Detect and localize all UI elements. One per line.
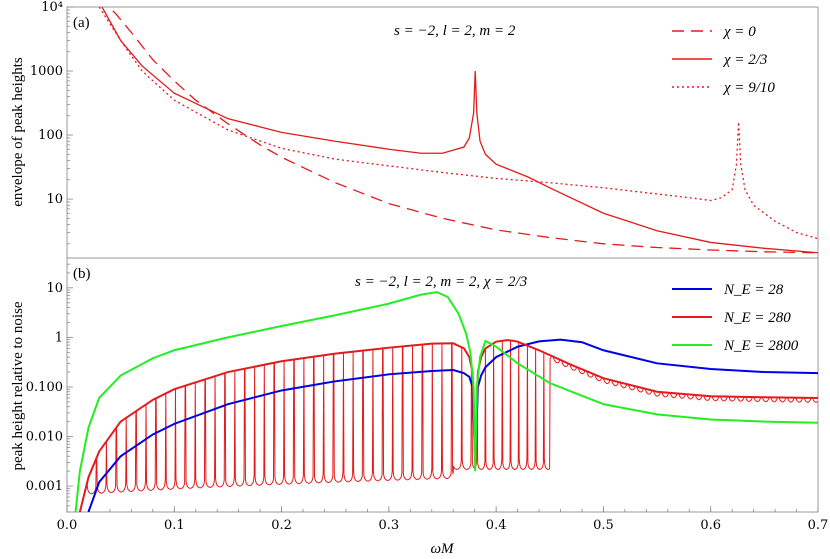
series-line-1	[101, 7, 818, 254]
panel-a-frame	[66, 6, 819, 259]
y-tick-label: 10	[46, 281, 63, 296]
y-tick-label: 1000	[30, 64, 63, 79]
y-tick-label: 10	[46, 192, 63, 207]
x-tick-label: 0.6	[700, 518, 721, 533]
panel-a: 10 100 1000 10⁴ (a) s = −2, l = 2, m = 2 en…	[10, 0, 819, 259]
x-tick-label: 0.7	[808, 518, 829, 533]
series-line-ne280-comb	[79, 340, 818, 512]
panel-b-ylabel: peak height relative to noise	[10, 301, 26, 470]
x-axis-label: ωM	[430, 541, 455, 557]
y-tick-label: 100	[38, 128, 63, 143]
panel-a-ylabel: envelope of peak heights	[10, 57, 26, 207]
x-tick-label: 0.0	[57, 518, 78, 533]
legend-label: χ = 2/3	[722, 52, 767, 68]
y-tick-label: 0.010	[26, 430, 63, 445]
panel-b-frame	[66, 257, 819, 513]
legend-label: N_E = 28	[723, 282, 784, 298]
x-tick-label: 0.5	[593, 518, 614, 533]
series-line-0	[107, 7, 818, 254]
y-tick-label: 0.100	[26, 380, 63, 395]
legend-label: χ = 0	[722, 24, 756, 40]
panel-b: 0.001 0.010 0.100 1 10 0.0 0.1 0.2 0.3 0.4 0.5 0.6 0…	[10, 257, 829, 557]
y-tick-label: 0.001	[26, 479, 63, 494]
legend-label: N_E = 2800	[723, 338, 799, 354]
x-tick-label: 0.1	[164, 518, 185, 533]
panel-b-curves	[74, 291, 818, 512]
panel-a-annotation: s = −2, l = 2, m = 2	[394, 23, 516, 39]
panel-a-legend: χ = 0 χ = 2/3 χ = 9/10	[672, 24, 775, 96]
y-tick-label: 10⁴	[41, 0, 63, 15]
y-tick-label: 1	[55, 330, 63, 345]
series-line-2	[74, 291, 818, 512]
panel-a-label: (a)	[73, 15, 90, 31]
panel-a-ticks: 10 100 1000 10⁴	[30, 0, 73, 245]
panel-b-ticks: 0.001 0.010 0.100 1 10 0.0 0.1 0.2 0.3 0.4 0.5 0.6 0…	[26, 257, 829, 533]
legend-label: N_E = 280	[723, 310, 791, 326]
panel-b-label: (b)	[73, 266, 91, 282]
panel-a-curves	[98, 7, 818, 254]
series-line-2	[98, 7, 818, 240]
x-tick-label: 0.2	[271, 518, 292, 533]
legend-label: χ = 9/10	[722, 80, 775, 96]
panel-b-legend: N_E = 28 N_E = 280 N_E = 2800	[672, 282, 799, 354]
series-line-1	[78, 339, 818, 512]
x-tick-label: 0.3	[379, 518, 400, 533]
panel-b-annotation: s = −2, l = 2, m = 2, χ = 2/3	[355, 274, 527, 290]
x-tick-label: 0.4	[486, 518, 507, 533]
